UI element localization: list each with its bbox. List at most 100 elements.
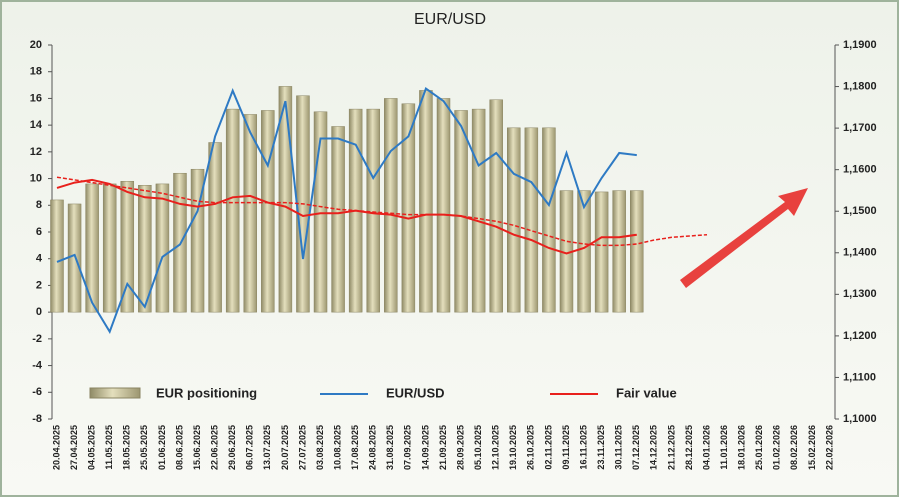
x-tick-label: 22.02.2026 (824, 425, 834, 470)
y-tick-label: -2 (32, 333, 42, 345)
x-tick-label: 28.09.2025 (455, 425, 465, 470)
x-tick-label: 11.01.2026 (719, 425, 729, 470)
bar (436, 98, 451, 313)
bar (471, 108, 486, 313)
line (56, 87, 637, 334)
x-tick-label: 28.12.2025 (684, 425, 694, 470)
bar (454, 110, 468, 313)
x-tick-label: 07.12.2025 (631, 425, 641, 470)
x-tick-label: 29.06.2025 (227, 425, 237, 470)
x-tick-label: 22.06.2025 (209, 425, 219, 470)
y2-tick-label: 1,1800 (843, 80, 877, 92)
y-tick-label: -4 (32, 359, 43, 371)
y2-tick-label: 1,1200 (843, 330, 877, 342)
x-tick-label: 31.08.2025 (385, 425, 395, 470)
x-tick-label: 04.01.2026 (701, 425, 711, 470)
x-tick-label: 27.04.2025 (69, 425, 79, 470)
x-tick-label: 02.11.2025 (543, 425, 553, 470)
bar (331, 126, 345, 313)
bar (630, 190, 644, 313)
x-tick-label: 24.08.2025 (368, 425, 378, 470)
y-tick-label: 12 (30, 146, 42, 158)
y-tick-label: 0 (36, 306, 42, 318)
bar (419, 90, 433, 313)
y-tick-label: -8 (32, 413, 42, 425)
y-tick-label: 2 (36, 279, 42, 291)
chart-title: EUR/USD (414, 11, 486, 28)
x-tick-label: 13.07.2025 (262, 425, 272, 470)
x-tick-label: 21.12.2025 (666, 425, 676, 470)
x-tick-label: 12.10.2025 (491, 425, 501, 470)
x-tick-label: 17.08.2025 (350, 425, 360, 470)
bar (366, 108, 380, 313)
trend-line (56, 176, 708, 247)
legend: EUR positioning EUR/USD Fair value (89, 385, 677, 400)
legend-label: EUR positioning (156, 385, 257, 400)
bar (102, 183, 117, 313)
y-tick-label: 14 (30, 119, 43, 131)
x-tick-label: 08.02.2026 (789, 425, 799, 470)
y-tick-label: 18 (30, 66, 42, 78)
bar (225, 108, 240, 313)
x-tick-label: 16.11.2025 (578, 425, 588, 470)
legend-label: EUR/USD (386, 385, 445, 400)
bar (243, 114, 257, 313)
bar (261, 110, 275, 313)
x-tick-label: 26.10.2025 (526, 425, 536, 470)
x-tick-label: 01.06.2025 (157, 425, 167, 470)
bar (524, 127, 539, 313)
x-tick-label: 19.10.2025 (508, 425, 518, 470)
x-tick-label: 23.11.2025 (596, 425, 606, 470)
y2-tick-label: 1,1300 (843, 288, 877, 300)
bar (542, 127, 556, 313)
x-tick-label: 20.07.2025 (280, 425, 290, 470)
bar (50, 199, 64, 313)
bar (594, 191, 609, 313)
y2-tick-label: 1,1400 (843, 247, 877, 259)
y-tick-label: 6 (36, 226, 42, 238)
bar (155, 183, 170, 313)
bar (67, 203, 82, 313)
bar (120, 180, 135, 313)
x-tick-label: 25.01.2026 (754, 425, 764, 470)
x-tick-label: 05.10.2025 (473, 425, 483, 470)
bar (577, 190, 591, 313)
line (56, 178, 637, 255)
x-tick-label: 09.11.2025 (561, 425, 571, 470)
x-tick-label: 30.11.2025 (614, 425, 624, 470)
y2-tick-label: 1,1000 (843, 413, 877, 425)
x-tick-label: 21.09.2025 (438, 425, 448, 470)
bar (85, 183, 99, 313)
x-tick-label: 15.02.2026 (807, 425, 817, 470)
bar (138, 185, 152, 313)
x-tick-label: 14.12.2025 (649, 425, 659, 470)
arrow (680, 188, 808, 288)
bar (507, 127, 521, 313)
x-tick-label: 15.06.2025 (192, 425, 202, 470)
y-tick-label: 8 (36, 199, 42, 211)
y-tick-label: 20 (30, 39, 42, 51)
x-tick-label: 25.05.2025 (139, 425, 149, 470)
legend-label: Fair value (616, 385, 677, 400)
x-tick-label: 04.05.2025 (87, 425, 97, 470)
x-tick-label: 18.01.2026 (737, 425, 747, 470)
legend-swatch (89, 387, 141, 399)
bar (489, 99, 503, 313)
bar (190, 168, 205, 313)
x-tick-label: 10.08.2025 (332, 425, 342, 470)
x-tick-label: 20.04.2025 (51, 425, 61, 470)
y2-tick-label: 1,1100 (843, 371, 876, 383)
y2-tick-label: 1,1900 (843, 39, 877, 51)
x-tick-label: 01.02.2026 (772, 425, 782, 470)
bar (208, 142, 222, 313)
y2-tick-label: 1,1600 (843, 164, 877, 176)
x-tick-label: 06.07.2025 (245, 425, 255, 470)
y-tick-label: 16 (30, 92, 42, 104)
x-tick-label: 14.09.2025 (420, 425, 430, 470)
y-tick-label: -6 (32, 386, 42, 398)
x-tick-label: 27.07.2025 (297, 425, 307, 470)
x-tick-label: 08.06.2025 (174, 425, 184, 470)
y-tick-label: 4 (36, 253, 43, 265)
bar (384, 98, 398, 313)
